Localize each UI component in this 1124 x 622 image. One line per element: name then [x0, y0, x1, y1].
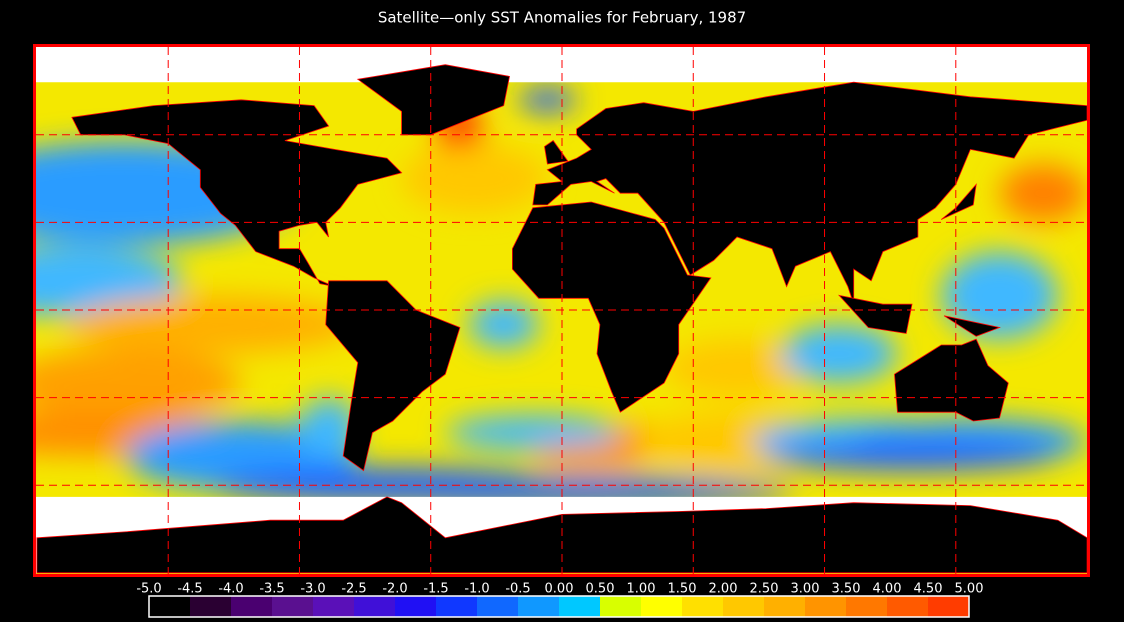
anomaly-field — [36, 88, 1087, 506]
legend-tick-label: 3.50 — [832, 582, 861, 597]
anomaly-blob — [781, 324, 898, 383]
legend-tick-label: -4.5 — [177, 582, 202, 597]
legend-swatch — [641, 596, 682, 617]
legend-swatch — [272, 596, 313, 617]
anomaly-blob — [941, 251, 1058, 339]
anomaly-blob — [445, 415, 620, 451]
anomaly-blob — [533, 444, 650, 468]
legend-swatch — [805, 596, 846, 617]
landmass — [325, 280, 461, 472]
legend-tick-label: 1.00 — [627, 582, 656, 597]
legend-tick-label: -3.5 — [259, 582, 284, 597]
landmass — [71, 99, 403, 287]
legend-swatch — [190, 596, 231, 617]
legend-tick-label: -4.0 — [218, 582, 243, 597]
anomaly-blob — [401, 143, 547, 214]
legend-swatch — [887, 596, 928, 617]
color-legend: -5.0 -4.5 -4.0 -3.5 -3.0 -2.5 -2.0 -1.5 -1.0 -0.5… — [136, 582, 983, 618]
anomaly-blob — [999, 164, 1087, 223]
legend-swatch — [682, 596, 723, 617]
legend-tick-label: 4.00 — [873, 582, 902, 597]
legend-tick-label: 0.50 — [586, 582, 615, 597]
legend-tick-label: -0.5 — [505, 582, 530, 597]
legend-tick-label: 2.00 — [709, 582, 738, 597]
landmass — [943, 315, 1001, 337]
legend-tick-label: 1.50 — [668, 582, 697, 597]
legend-swatch — [313, 596, 354, 617]
legend-swatch — [723, 596, 764, 617]
map — [36, 47, 1087, 574]
legend-swatch — [149, 596, 190, 617]
legend-swatch — [928, 596, 969, 617]
landmass — [532, 81, 1087, 305]
map-frame — [33, 44, 1090, 577]
landmass — [356, 64, 510, 136]
anomaly-blob — [36, 348, 241, 418]
legend-swatch — [846, 596, 887, 617]
landmass — [837, 294, 913, 334]
anomaly-blob — [664, 339, 810, 398]
legend-swatch — [436, 596, 477, 617]
legend-tick-label: 5.00 — [955, 582, 984, 597]
legend-swatch — [600, 596, 641, 617]
landmass — [940, 183, 977, 220]
legend-swatch — [395, 596, 436, 617]
legend-swatch — [477, 596, 518, 617]
legend-tick-label: -5.0 — [136, 582, 161, 597]
legend-tick-label: 2.50 — [750, 582, 779, 597]
graticule — [36, 47, 1087, 574]
legend-tick-label: 0.00 — [545, 582, 574, 597]
map-title: Satellite—only SST Anomalies for Februar… — [378, 9, 746, 27]
legend-border — [148, 595, 970, 618]
legend-swatch — [559, 596, 600, 617]
legend-tick-label: -2.0 — [382, 582, 407, 597]
legend-tick-label: -3.0 — [300, 582, 325, 597]
landmass — [894, 338, 1009, 422]
legend-swatch — [518, 596, 559, 617]
anomaly-blob — [36, 246, 183, 316]
legend-tick-label: -2.5 — [341, 582, 366, 597]
legend-swatch — [354, 596, 395, 617]
legend-tick-label: -1.5 — [423, 582, 448, 597]
anomaly-blob — [299, 397, 358, 456]
anomaly-blob — [66, 295, 357, 354]
legend-tick-label: 3.00 — [791, 582, 820, 597]
legend-tick-label: 4.50 — [914, 582, 943, 597]
anomaly-blob — [767, 441, 1058, 471]
legend-swatch — [764, 596, 805, 617]
landmass — [512, 201, 712, 413]
anomaly-blob — [468, 301, 539, 348]
legend-swatch — [231, 596, 272, 617]
legend-tick-label: -1.0 — [464, 582, 489, 597]
anomaly-blob — [518, 88, 577, 112]
